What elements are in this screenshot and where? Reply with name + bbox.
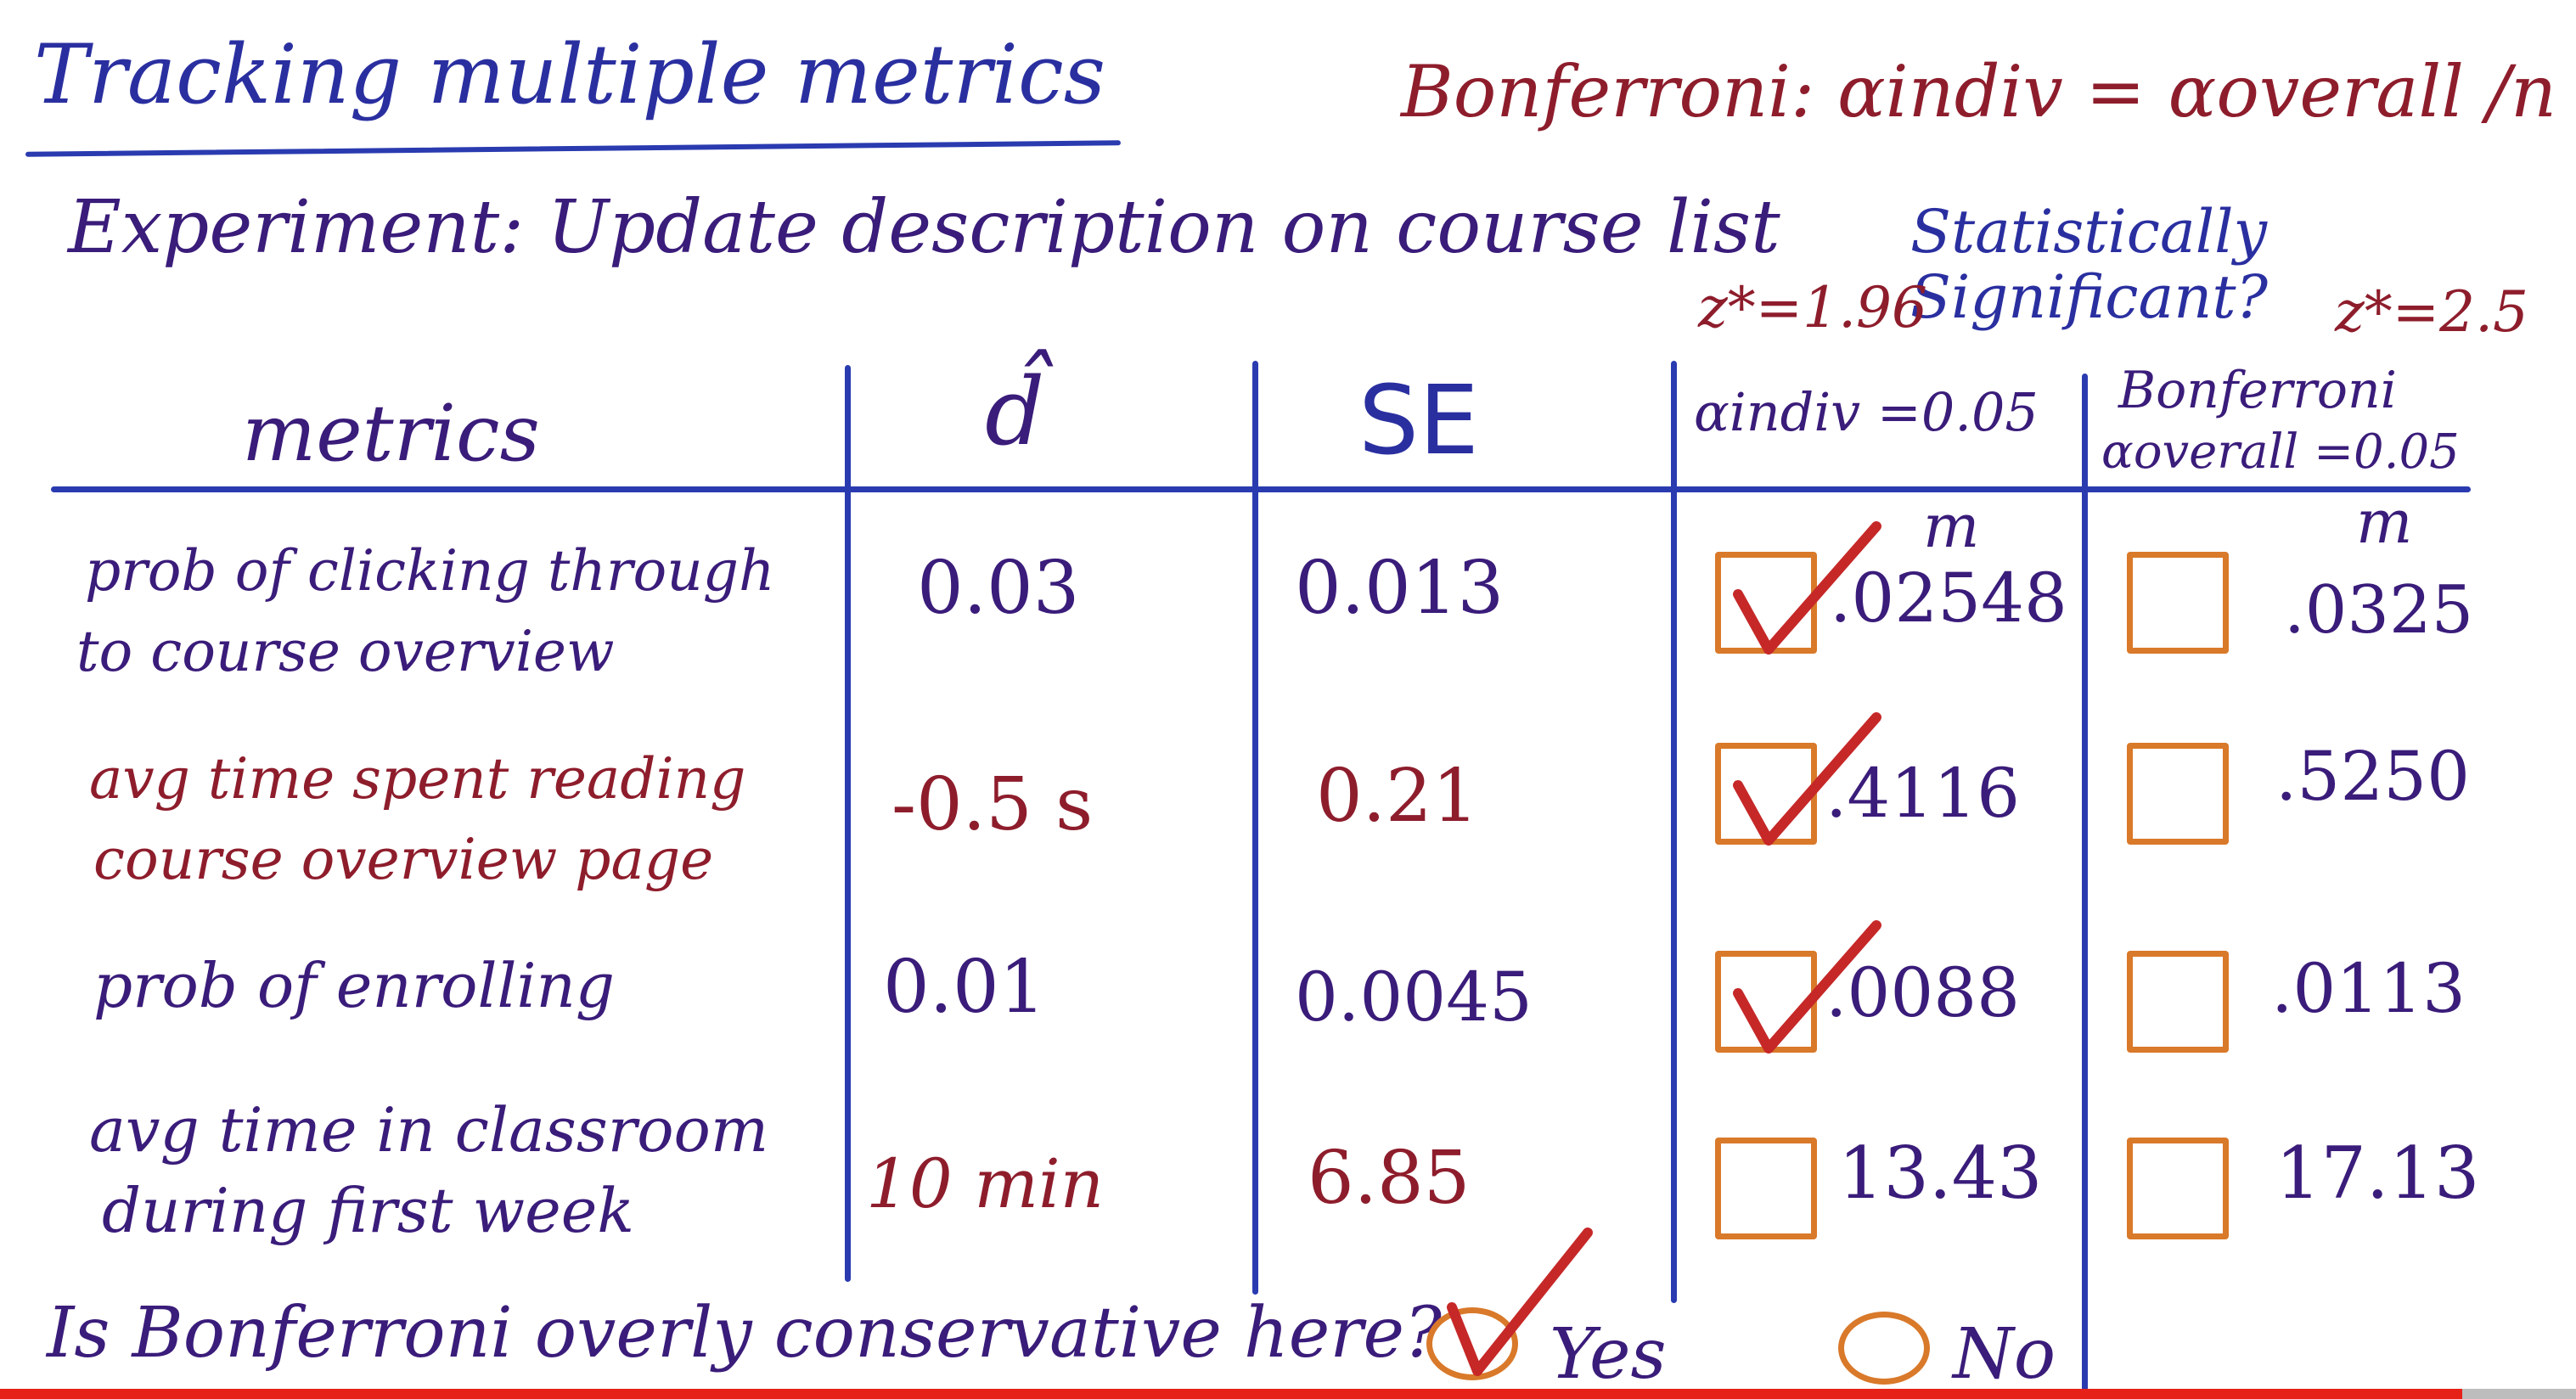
header-se: SE [1358,366,1479,476]
m-label-indiv: m [1923,492,1980,561]
header-alpha-indiv: αindiv =0.05 [1694,381,2039,443]
indiv-m-row4: 13.43 [1838,1132,2043,1215]
bonferroni-m-row2: .5250 [2275,737,2471,816]
check-mark-icon [1733,920,1881,1053]
metric-row2-line2: course overview page [93,827,714,892]
se-row1: 0.013 [1295,546,1505,631]
column-divider-1 [845,365,851,1282]
header-dhat: d̂ [985,357,1045,466]
option-no-label[interactable]: No [1953,1314,2056,1395]
header-alpha-overall: αoverall =0.05 [2101,424,2460,480]
bonferroni-formula: Bonferroni: αindiv = αoverall /n [1401,50,2557,133]
table-header-rule [51,486,2471,492]
radio-circle-icon[interactable] [1838,1312,1930,1385]
video-progress-bar[interactable] [0,1389,2576,1399]
header-metrics: metrics [242,388,540,479]
se-row3: 0.0045 [1295,958,1533,1037]
indiv-m-row1: .02548 [1830,559,2067,638]
bonferroni-checkbox-row2[interactable] [2127,743,2229,845]
title-underline [25,140,1121,157]
metric-row2-line1: avg time spent reading [89,746,746,812]
check-mark-icon [1447,1228,1593,1376]
se-row4: 6.85 [1308,1136,1471,1221]
bonferroni-checkbox-row1[interactable] [2127,552,2229,654]
check-mark-icon [1733,521,1881,655]
check-mark-icon [1733,712,1881,846]
indiv-checkbox-row4[interactable] [1715,1138,1817,1239]
se-row2: 0.21 [1316,754,1479,839]
metric-row4-line2: during first week [102,1175,634,1246]
experiment-label: Experiment: Update description on course… [68,185,1780,270]
bonferroni-checkbox-row4[interactable] [2127,1138,2229,1239]
stat-sig-text: Statistically Significant? [1910,197,2268,332]
radio-circle-icon[interactable] [1426,1307,1518,1380]
bonferroni-m-row3: .0113 [2271,949,2466,1028]
stat-sig-label: Statistically Significant? [1910,199,2369,330]
dhat-row4: 10 min [866,1144,1105,1223]
z-star-indiv: z*=1.96 [1698,275,1928,340]
bonferroni-checkbox-row3[interactable] [2127,951,2229,1053]
header-bonferroni: Bonferroni [2118,361,2397,420]
metric-row3-line1: prob of enrolling [93,950,616,1021]
column-divider-3 [1671,361,1677,1303]
dhat-row3: 0.01 [883,945,1046,1030]
indiv-m-row2: .4116 [1825,754,2021,833]
dhat-row2: -0.5 s [891,762,1094,847]
column-divider-4 [2082,374,2088,1392]
question-text: Is Bonferroni overly conservative here? [47,1293,1443,1374]
bonferroni-m-row1: .0325 [2284,572,2474,649]
metric-row4-line1: avg time in classroom [89,1094,769,1166]
video-progress-remaining[interactable] [2462,1389,2576,1399]
column-divider-2 [1252,361,1258,1295]
z-star-bonferroni: z*=2.5 [2335,279,2529,345]
page-title: Tracking multiple metrics [34,27,1105,122]
m-label-bonferroni: m [2356,487,2413,557]
dhat-row1: 0.03 [917,546,1080,631]
metric-row1-line1: prob of clicking through [85,538,775,604]
indiv-m-row3: .0088 [1825,953,2021,1032]
bonferroni-m-row4: 17.13 [2275,1132,2480,1215]
option-yes-label[interactable]: Yes [1550,1314,1667,1395]
metric-row1-line2: to course overview [76,619,615,684]
